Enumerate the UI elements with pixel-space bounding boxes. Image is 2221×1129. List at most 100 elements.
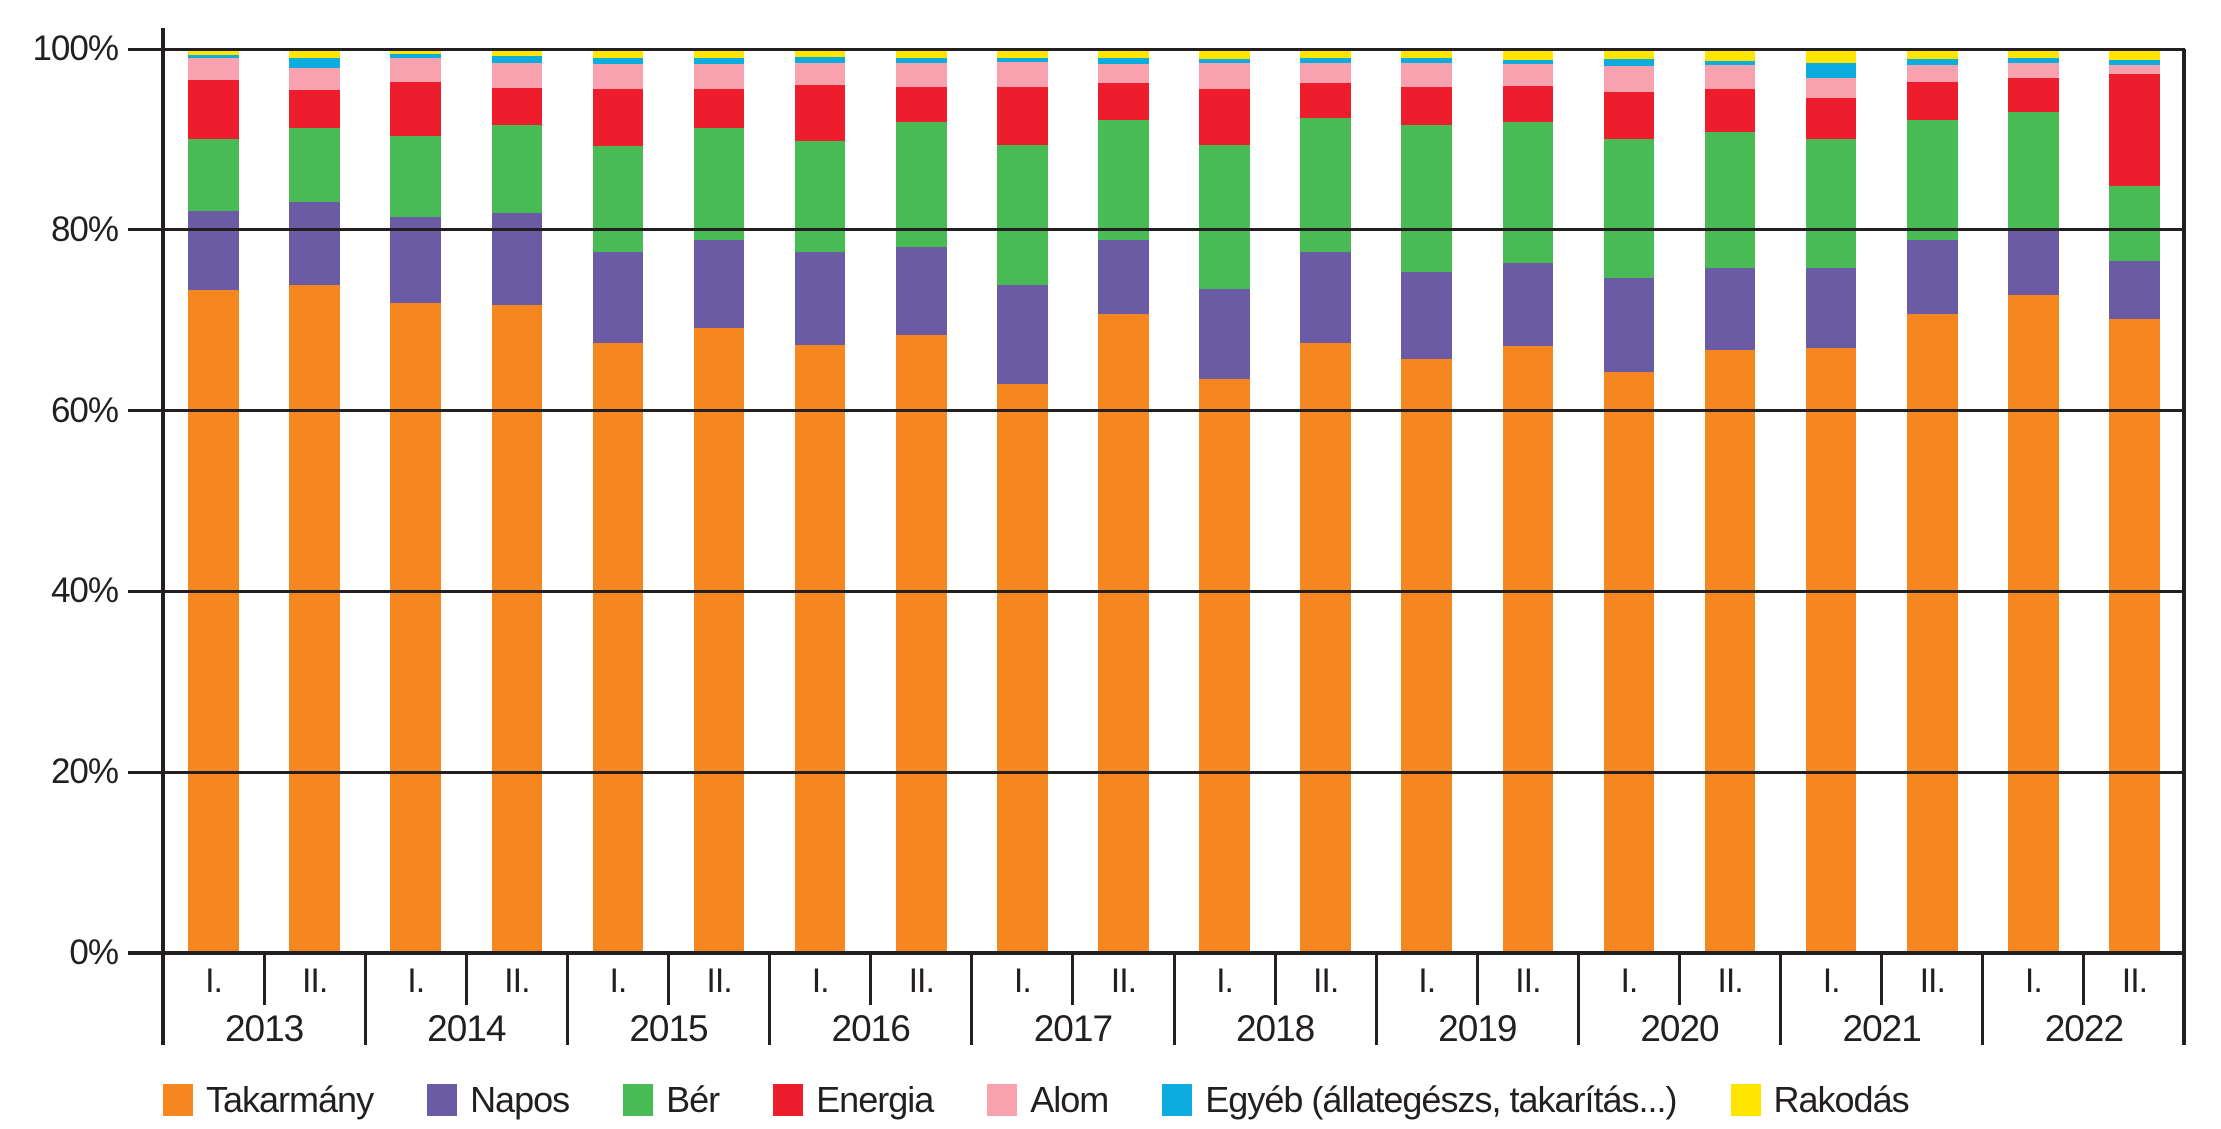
segment-energia [289, 89, 340, 128]
bar-2019-II [1502, 49, 1554, 953]
year-separator-tick [1172, 951, 1176, 1045]
year-separator-tick [1779, 951, 1783, 1045]
year-separator-tick [1576, 951, 1580, 1045]
year-label-2021: 2021 [1842, 1008, 1922, 1049]
half-year-tick [1273, 951, 1277, 1005]
half-year-tick [1071, 951, 1075, 1005]
segment-bér [2008, 112, 2059, 229]
segment-bér [1603, 138, 1655, 278]
segment-energia [1300, 83, 1351, 118]
gridline-100 [128, 47, 2185, 51]
segment-alom [1199, 62, 1250, 89]
legend-label: Energia [816, 1079, 934, 1120]
segment-rakodás [693, 49, 745, 59]
segment-bér [289, 127, 340, 202]
segment-napos [1098, 239, 1149, 314]
segment-alom [693, 63, 745, 89]
segment-napos [794, 252, 846, 345]
segment-rakodás [1300, 49, 1351, 59]
half-year-label: I. [407, 962, 425, 1000]
segment-rakodás [1199, 49, 1250, 59]
legend-item-egyéb: Egyéb (állategészs, takarítás...) [1162, 1079, 1678, 1121]
segment-egyéb [895, 58, 947, 63]
segment-bér [390, 135, 442, 218]
bar-2021-I [1805, 49, 1857, 953]
legend-swatch [427, 1084, 458, 1116]
half-year-label: II. [1919, 962, 1946, 1000]
segment-alom [592, 63, 644, 89]
half-year-label: II. [1717, 962, 1743, 1000]
year-label-2016: 2016 [831, 1008, 911, 1049]
segment-energia [693, 88, 745, 128]
year-label-2015: 2015 [629, 1008, 708, 1049]
segment-takarmány [592, 342, 644, 953]
gridline-80 [128, 228, 2185, 232]
segment-takarmány [1300, 342, 1351, 953]
legend-swatch [1162, 1084, 1193, 1116]
segment-bér [1502, 122, 1554, 264]
segment-bér [1300, 117, 1351, 253]
segment-bér [1906, 119, 1958, 240]
segment-egyéb [1906, 58, 1958, 66]
segment-alom [1704, 65, 1756, 89]
segment-bér [1098, 119, 1149, 240]
segment-takarmány [390, 303, 442, 953]
year-label-2020: 2020 [1640, 1008, 1719, 1049]
legend-item-bér: Bér [623, 1079, 720, 1121]
half-year-label: II. [2121, 962, 2148, 1000]
segment-takarmány [1906, 313, 1958, 953]
segment-egyéb [592, 58, 644, 64]
segment-rakodás [1704, 49, 1756, 61]
segment-bér [188, 138, 239, 211]
half-year-label: I. [1822, 962, 1841, 1000]
legend-label: Takarmány [206, 1079, 374, 1120]
y-tick-label-100: 100% [32, 29, 119, 68]
legend-swatch [163, 1084, 193, 1116]
segment-rakodás [1805, 49, 1857, 63]
segment-egyéb [693, 58, 745, 64]
segment-napos [1603, 277, 1655, 372]
bar-2017-I [997, 49, 1048, 953]
bar-2017-II [1098, 49, 1149, 953]
legend-item-napos: Napos [427, 1079, 570, 1121]
year-separator-tick [970, 951, 974, 1045]
legend-label: Bér [666, 1079, 720, 1120]
half-year-label: II. [504, 962, 530, 1000]
segment-energia [390, 81, 442, 136]
year-separator-tick [768, 951, 772, 1045]
segment-rakodás [592, 49, 644, 59]
segment-napos [1906, 239, 1958, 314]
segment-egyéb [1805, 62, 1857, 78]
year-label-2014: 2014 [427, 1008, 506, 1049]
segment-napos [491, 212, 543, 305]
segment-alom [1603, 66, 1655, 92]
segment-rakodás [390, 49, 442, 55]
legend-swatch [623, 1084, 654, 1116]
segment-energia [1401, 87, 1453, 125]
bar-2018-I [1199, 49, 1250, 953]
legend-swatch [987, 1084, 1018, 1116]
segment-alom [2109, 65, 2160, 75]
half-year-label: I. [2024, 962, 2043, 1000]
year-separator-tick [565, 951, 569, 1045]
segment-napos [390, 217, 442, 304]
segment-rakodás [2109, 49, 2160, 60]
segment-energia [1603, 91, 1655, 139]
legend-item-takarmány: Takarmány [163, 1079, 374, 1121]
segment-alom [1401, 62, 1453, 87]
segment-rakodás [1098, 49, 1149, 59]
segment-alom [895, 62, 947, 87]
bar-2015-I [592, 49, 644, 953]
segment-takarmány [1704, 350, 1756, 953]
segment-rakodás [188, 49, 239, 56]
bar-2020-II [1704, 49, 1756, 953]
year-label-2019: 2019 [1438, 1008, 1517, 1049]
segment-energia [997, 87, 1048, 145]
gridline-20 [128, 770, 2185, 774]
segment-takarmány [1603, 371, 1655, 953]
segment-energia [188, 79, 239, 139]
y-tick-label-40: 40% [50, 571, 119, 611]
segment-napos [1502, 263, 1554, 347]
segment-rakodás [1906, 49, 1958, 59]
legend-label: Napos [470, 1079, 570, 1120]
